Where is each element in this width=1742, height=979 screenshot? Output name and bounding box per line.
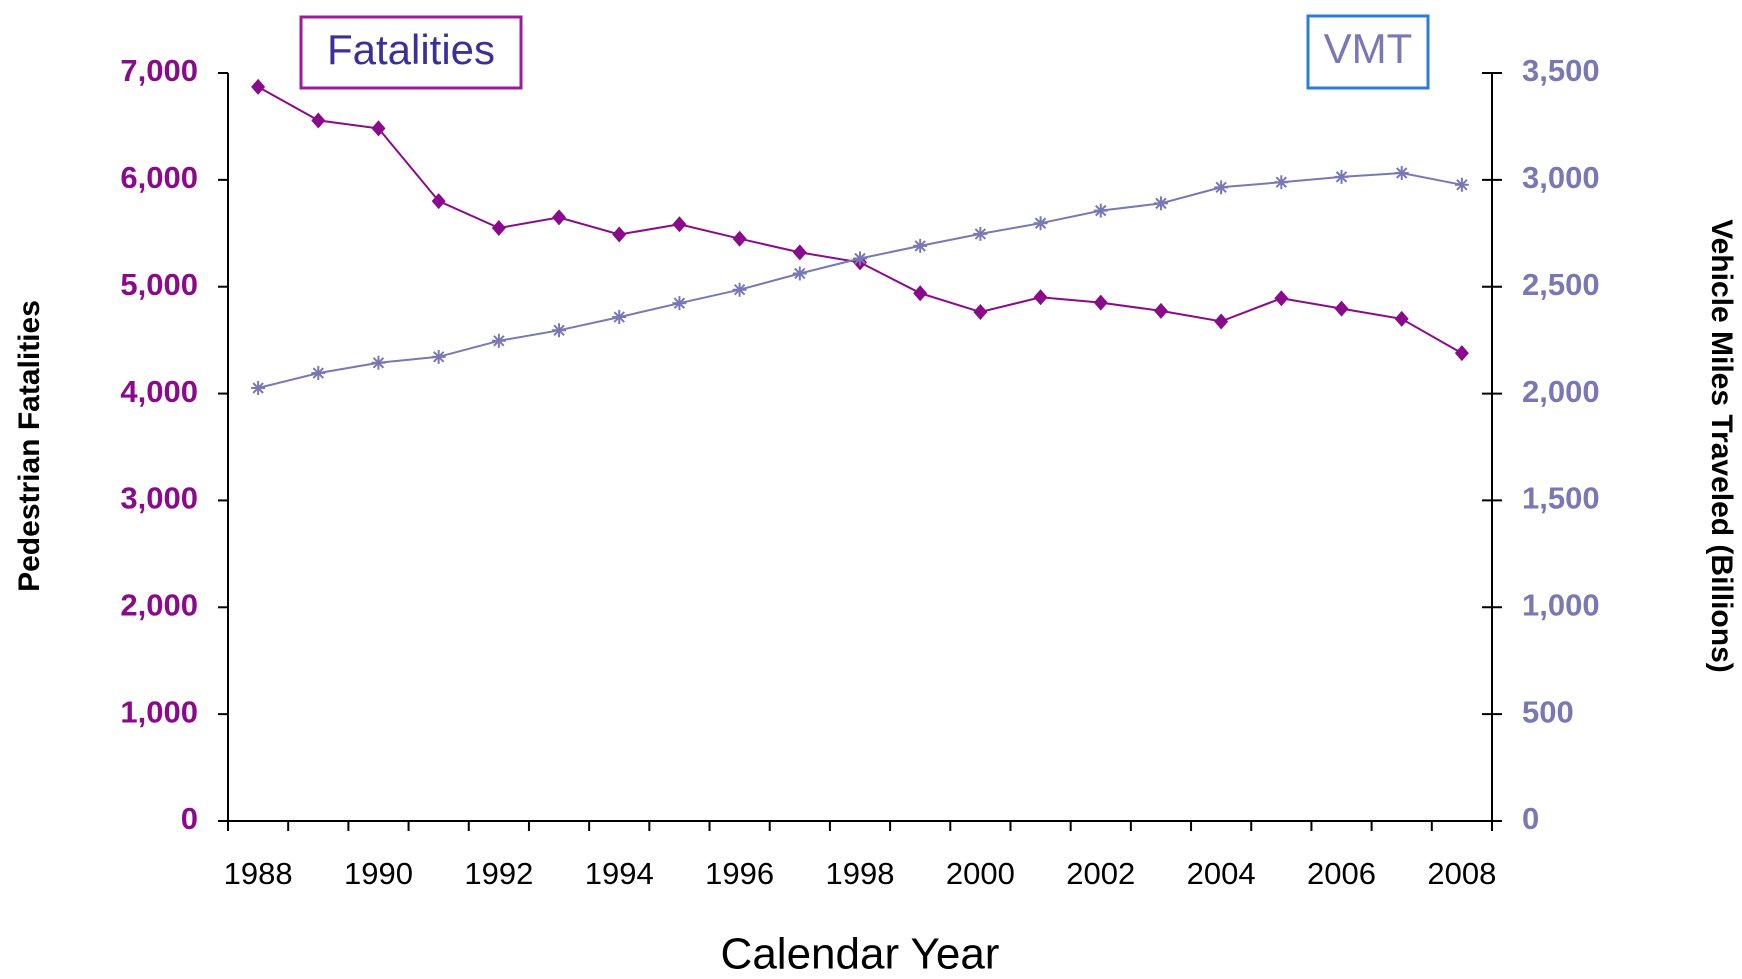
data-point: [853, 251, 867, 266]
data-point: [913, 285, 928, 302]
y-axis-title: Pedestrian Fatalities: [13, 300, 46, 592]
x-tick-label: 2002: [1066, 856, 1135, 891]
data-point: [1274, 175, 1289, 190]
data-point: [1033, 216, 1048, 231]
data-point: [913, 238, 928, 253]
data-point: [431, 349, 446, 364]
y-tick-label: 3,000: [120, 481, 198, 516]
data-point: [311, 366, 326, 381]
data-point: [1093, 203, 1108, 218]
y-tick-label: 0: [181, 801, 198, 836]
series-line: [257, 86, 1463, 355]
x-axis-title: Calendar Year: [721, 930, 1000, 979]
x-tick-label: 1994: [585, 856, 654, 891]
y2-tick-label: 1,000: [1522, 587, 1600, 622]
data-point: [612, 226, 627, 243]
data-point: [732, 282, 747, 297]
x-tick-label: 2008: [1427, 856, 1496, 891]
x-tick-label: 1998: [826, 856, 895, 891]
x-tick-label: 1988: [224, 856, 293, 891]
data-point: [1214, 313, 1229, 330]
data-point: [251, 381, 266, 396]
data-point: [973, 226, 988, 241]
y-tick-label: 2,000: [120, 587, 198, 622]
y-tick-label: 6,000: [120, 160, 198, 195]
data-point: [552, 323, 567, 338]
x-tick-label: 1996: [705, 856, 774, 891]
data-point: [973, 304, 988, 321]
data-point: [672, 216, 687, 233]
data-point: [552, 209, 567, 226]
data-point: [1334, 300, 1349, 317]
data-point: [1033, 289, 1048, 306]
data-point: [371, 120, 386, 137]
y2-tick-label: 0: [1522, 801, 1539, 836]
data-point: [792, 266, 807, 281]
y2-axis-title: Vehicle Miles Traveled (Billions): [1705, 219, 1738, 673]
x-tick-label: 1990: [344, 856, 413, 891]
data-point: [491, 333, 506, 348]
data-point: [732, 230, 747, 247]
legend-label: Fatalities: [327, 26, 495, 73]
data-point: [1093, 294, 1108, 311]
y2-tick-label: 500: [1522, 694, 1574, 729]
data-point: [1274, 290, 1289, 307]
y2-tick-label: 2,000: [1522, 374, 1600, 409]
data-point: [431, 193, 446, 210]
x-tick-label: 2004: [1187, 856, 1256, 891]
data-point: [1394, 166, 1409, 181]
data-point: [1394, 310, 1409, 327]
y2-tick-label: 3,500: [1522, 53, 1600, 88]
x-tick-label: 2000: [946, 856, 1015, 891]
x-tick-label: 2006: [1307, 856, 1376, 891]
y-tick-label: 1,000: [120, 694, 198, 729]
data-point: [1153, 302, 1168, 319]
data-point: [311, 112, 326, 129]
data-point: [1153, 196, 1168, 211]
y2-tick-label: 3,000: [1522, 160, 1600, 195]
y-tick-label: 7,000: [120, 53, 198, 88]
data-point: [612, 310, 627, 325]
data-point: [672, 296, 687, 311]
data-point: [1334, 169, 1349, 184]
y2-tick-label: 2,500: [1522, 267, 1600, 302]
data-point: [251, 78, 266, 95]
data-point: [1454, 177, 1469, 192]
y2-tick-label: 1,500: [1522, 481, 1600, 516]
data-point: [1214, 180, 1229, 195]
x-tick-label: 1992: [464, 856, 533, 891]
data-point: [491, 220, 506, 237]
data-point: [371, 355, 386, 370]
data-point: [792, 244, 807, 261]
legend-box: [299, 15, 523, 90]
legend-box: [1306, 14, 1430, 90]
data-point: [1454, 345, 1469, 362]
legend-label: VMT: [1324, 25, 1413, 72]
y-tick-label: 4,000: [120, 374, 198, 409]
y-tick-label: 5,000: [120, 267, 198, 302]
